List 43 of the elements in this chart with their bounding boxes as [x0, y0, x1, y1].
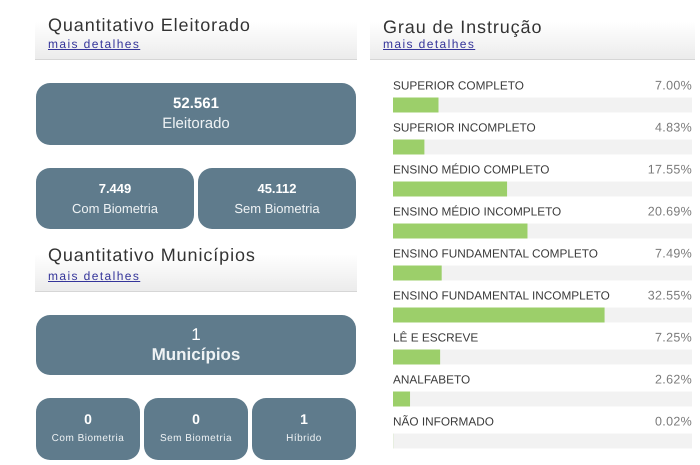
category-label: Sem Biometria	[160, 433, 232, 444]
stat-card: 1 Híbrido	[252, 398, 356, 460]
text: mais detalhes	[48, 37, 140, 51]
bar	[393, 392, 410, 406]
y-tick-label: SUPERIOR INCOMPLETO	[393, 120, 536, 134]
stat-card: 45.112 Sem Biometria	[198, 168, 356, 229]
stat-card: 0 Sem Biometria	[144, 398, 248, 460]
y-tick-label: ENSINO FUNDAMENTAL COMPLETO	[393, 246, 598, 260]
category-label: Sem Biometria	[234, 200, 320, 216]
data-label: 7.00%	[655, 78, 692, 92]
chart-subtitle: mais detalhes	[383, 37, 476, 51]
category-label: Municípios	[152, 345, 240, 364]
data-label: 7.25%	[655, 330, 692, 344]
data-label: 20.69%	[648, 204, 692, 218]
y-tick-label: ENSINO FUNDAMENTAL INCOMPLETO	[393, 288, 610, 302]
category-label: Híbrido	[286, 433, 322, 444]
text: mais detalhes	[48, 269, 140, 283]
category-label: Com Biometria	[72, 200, 158, 216]
bar	[393, 140, 424, 154]
stat-card: 1 Municípios	[36, 315, 356, 375]
y-tick-label: ENSINO MÉDIO INCOMPLETO	[393, 204, 562, 218]
data-label: 0.02%	[655, 414, 692, 428]
y-tick-label: ANALFABETO	[393, 372, 470, 386]
data-label: 2.62%	[655, 372, 692, 386]
data-label: 17.55%	[648, 162, 692, 176]
text: Quantitativo Eleitorado	[48, 15, 251, 35]
stat-card: 52.561 Eleitorado	[36, 83, 356, 145]
category-label: Eleitorado	[162, 115, 230, 132]
bar	[393, 266, 442, 280]
y-tick-label: LÊ E ESCREVE	[393, 330, 478, 344]
chart-title: Grau de Instrução	[383, 17, 542, 37]
category-label: Com Biometria	[52, 433, 124, 444]
y-tick-label: ENSINO MÉDIO COMPLETO	[393, 162, 550, 176]
data-label: 4.83%	[655, 120, 692, 134]
text: Quantitativo Municípios	[48, 245, 256, 265]
y-tick-label: SUPERIOR COMPLETO	[393, 78, 524, 92]
y-tick-label: NÃO INFORMADO	[393, 414, 494, 428]
bar	[393, 98, 438, 112]
data-label: 32.55%	[648, 288, 692, 302]
data-label: 7.49%	[655, 246, 692, 260]
stat-card: 7.449 Com Biometria	[36, 168, 194, 229]
bar	[393, 350, 440, 364]
stat-card: 0 Com Biometria	[36, 398, 140, 460]
